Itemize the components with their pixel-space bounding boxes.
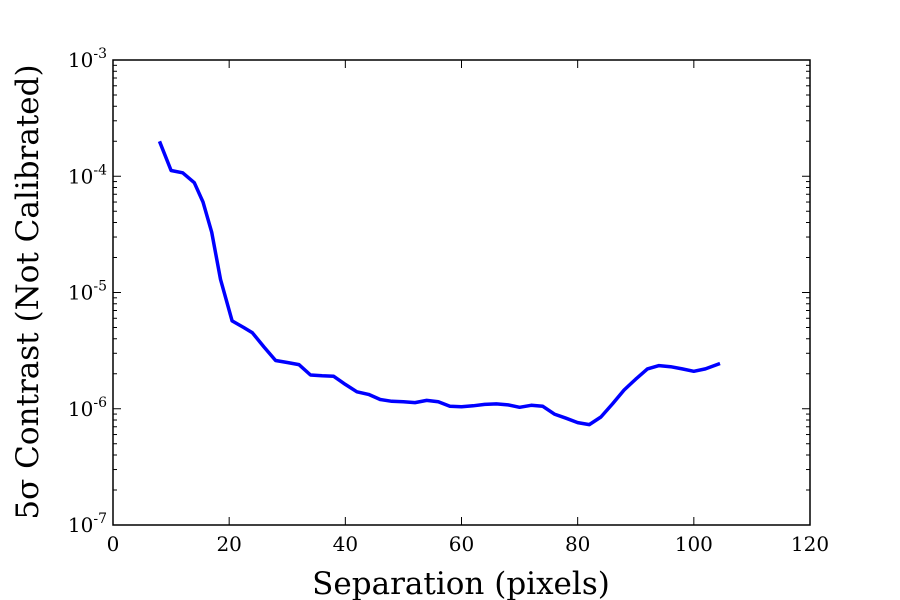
y-tick-label: 10-4 — [68, 162, 107, 188]
x-tick-label: 120 — [791, 532, 829, 556]
y-tick-label-base: 10 — [68, 513, 93, 537]
x-tick-label: 80 — [565, 532, 590, 556]
x-axis-label: Separation (pixels) — [312, 566, 610, 600]
y-axis-label: 5σ Contrast (Not Calibrated) — [10, 64, 46, 519]
series-line — [157, 140, 721, 427]
x-tick-label: 40 — [333, 532, 358, 556]
x-tick-label: 100 — [675, 532, 713, 556]
y-tick-label-exponent: -6 — [93, 395, 107, 411]
y-tick-label-base: 10 — [68, 48, 93, 72]
y-tick-label: 10-7 — [68, 511, 107, 537]
x-tick-label: 60 — [449, 532, 474, 556]
y-tick-label-exponent: -5 — [93, 279, 107, 295]
plot-frame — [112, 59, 811, 526]
y-tick-label-base: 10 — [68, 281, 93, 305]
series-layer — [157, 140, 721, 427]
y-tick-label-exponent: -7 — [93, 511, 107, 527]
y-tick-label-base: 10 — [68, 397, 93, 421]
y-tick-label-exponent: -3 — [93, 46, 107, 62]
y-tick-label: 10-3 — [68, 46, 107, 72]
y-tick-label-exponent: -4 — [93, 162, 107, 178]
y-tick-label: 10-6 — [68, 395, 107, 421]
x-tick-label: 20 — [216, 532, 241, 556]
y-tick-label: 10-5 — [68, 279, 107, 305]
y-tick-label-base: 10 — [68, 164, 93, 188]
x-tick-label: 0 — [107, 532, 120, 556]
